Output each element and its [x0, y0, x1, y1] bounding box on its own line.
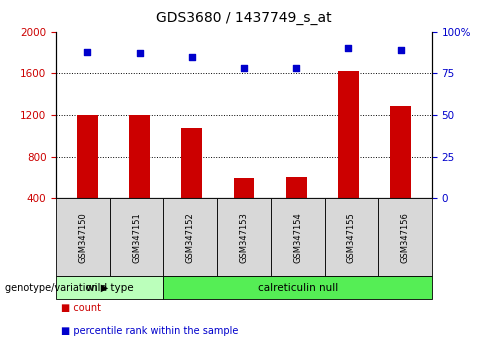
Point [345, 46, 352, 51]
Point [292, 65, 300, 71]
Text: calreticulin null: calreticulin null [258, 282, 338, 293]
Text: genotype/variation ▶: genotype/variation ▶ [5, 282, 108, 293]
Point [188, 54, 196, 59]
Point [136, 51, 143, 56]
Text: GSM347153: GSM347153 [240, 212, 248, 263]
Bar [77, 115, 98, 198]
Text: GSM347152: GSM347152 [186, 212, 195, 263]
Point [397, 47, 405, 53]
Text: GSM347155: GSM347155 [347, 212, 356, 263]
Text: GDS3680 / 1437749_s_at: GDS3680 / 1437749_s_at [156, 11, 332, 25]
Point [240, 65, 248, 71]
Text: GSM347154: GSM347154 [293, 212, 302, 263]
Text: ■ count: ■ count [61, 303, 101, 313]
Bar [234, 178, 254, 198]
Text: GSM347150: GSM347150 [79, 212, 87, 263]
Bar [390, 106, 411, 198]
Text: ■ percentile rank within the sample: ■ percentile rank within the sample [61, 326, 238, 336]
Text: GSM347156: GSM347156 [401, 212, 409, 263]
Point [83, 49, 91, 55]
Bar [182, 127, 202, 198]
Bar [338, 72, 359, 198]
Bar [129, 115, 150, 198]
Bar [286, 177, 306, 198]
Text: GSM347151: GSM347151 [132, 212, 141, 263]
Text: wild type: wild type [86, 282, 134, 293]
